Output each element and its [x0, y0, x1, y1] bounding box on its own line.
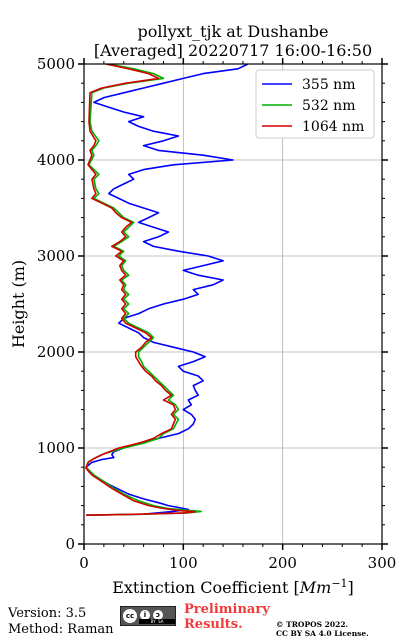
copyright-notice: © TROPOS 2022. CC BY SA 4.0 License. [276, 620, 369, 638]
chart-subtitle: [Averaged] 20220717 16:00-16:50 [93, 41, 373, 60]
copyright-line-2: CC BY SA 4.0 License. [276, 629, 369, 638]
y-tick-label: 2000 [37, 343, 75, 361]
legend-label: 355 nm [302, 77, 355, 93]
series-line-1064-nm [85, 64, 197, 516]
share-alike-icon: ↄ [153, 610, 163, 620]
preliminary-line-1: Preliminary [184, 602, 270, 617]
attribution-icon: i [140, 610, 150, 620]
method-label: Method: Raman [8, 622, 114, 637]
chart-title: pollyxt_tjk at Dushanbe [137, 22, 329, 41]
preliminary-line-2: Results. [184, 617, 243, 632]
y-tick-label: 1000 [37, 439, 75, 457]
y-tick-label: 5000 [37, 55, 75, 73]
series-line-532-nm [85, 64, 202, 516]
y-tick-label: 3000 [37, 247, 75, 265]
cc-badge-caption: BY SA [139, 619, 175, 624]
cc-icon: cc [123, 609, 137, 623]
y-axis-label: Height (m) [9, 260, 28, 348]
x-tick-label: 0 [79, 554, 89, 572]
version-label: Version: 3.5 [8, 606, 87, 621]
legend-box [255, 69, 375, 139]
series-line-355-nm [85, 64, 249, 516]
y-tick-label: 0 [65, 535, 75, 553]
plot-frame [83, 63, 383, 545]
legend-label: 1064 nm [302, 119, 364, 135]
x-tick-label: 100 [169, 554, 198, 572]
y-tick-label: 4000 [37, 151, 75, 169]
copyright-line-1: © TROPOS 2022. [276, 620, 349, 629]
preliminary-notice: Preliminary Results. [184, 602, 279, 632]
x-axis-label: Extinction Coefficient [Mm−1] [112, 577, 354, 597]
cc-license-badge: cc i ↄ BY SA [120, 606, 176, 626]
x-tick-label: 200 [268, 554, 297, 572]
x-tick-label: 300 [368, 554, 397, 572]
legend-label: 532 nm [302, 98, 355, 114]
